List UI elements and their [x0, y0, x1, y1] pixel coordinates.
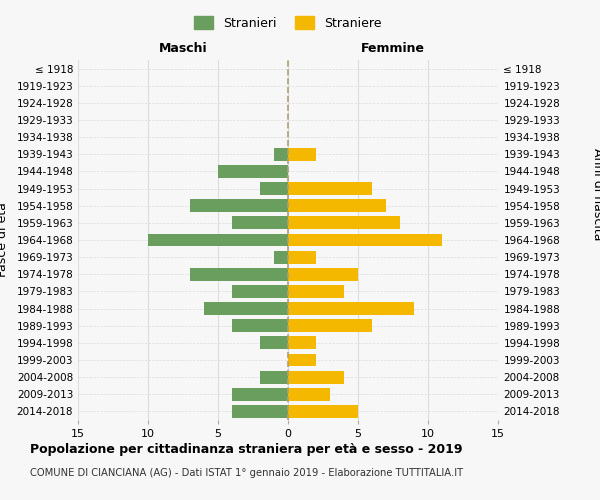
Bar	[260, 336, 288, 349]
Bar	[148, 234, 288, 246]
Bar	[232, 216, 288, 230]
Bar	[288, 405, 358, 418]
Bar	[288, 354, 316, 366]
Bar	[288, 200, 386, 212]
Bar	[232, 285, 288, 298]
Bar	[232, 320, 288, 332]
Bar	[232, 388, 288, 400]
Bar	[288, 388, 330, 400]
Bar	[260, 370, 288, 384]
Bar	[288, 302, 414, 315]
Bar	[190, 200, 288, 212]
Legend: Stranieri, Straniere: Stranieri, Straniere	[190, 11, 386, 35]
Text: COMUNE DI CIANCIANA (AG) - Dati ISTAT 1° gennaio 2019 - Elaborazione TUTTITALIA.: COMUNE DI CIANCIANA (AG) - Dati ISTAT 1°…	[30, 468, 463, 477]
Bar	[288, 216, 400, 230]
Bar	[232, 405, 288, 418]
Text: Maschi: Maschi	[158, 42, 208, 55]
Bar	[288, 234, 442, 246]
Text: Popolazione per cittadinanza straniera per età e sesso - 2019: Popolazione per cittadinanza straniera p…	[30, 442, 463, 456]
Bar	[288, 285, 344, 298]
Bar	[288, 370, 344, 384]
Bar	[274, 250, 288, 264]
Bar	[260, 182, 288, 195]
Y-axis label: Fasce di età: Fasce di età	[0, 202, 10, 278]
Bar	[288, 182, 372, 195]
Bar	[288, 320, 372, 332]
Bar	[288, 250, 316, 264]
Bar	[288, 336, 316, 349]
Bar	[204, 302, 288, 315]
Bar	[274, 148, 288, 160]
Text: Femmine: Femmine	[361, 42, 425, 55]
Bar	[288, 268, 358, 280]
Text: Anni di nascita: Anni di nascita	[590, 148, 600, 240]
Bar	[190, 268, 288, 280]
Bar	[218, 165, 288, 178]
Bar	[288, 148, 316, 160]
